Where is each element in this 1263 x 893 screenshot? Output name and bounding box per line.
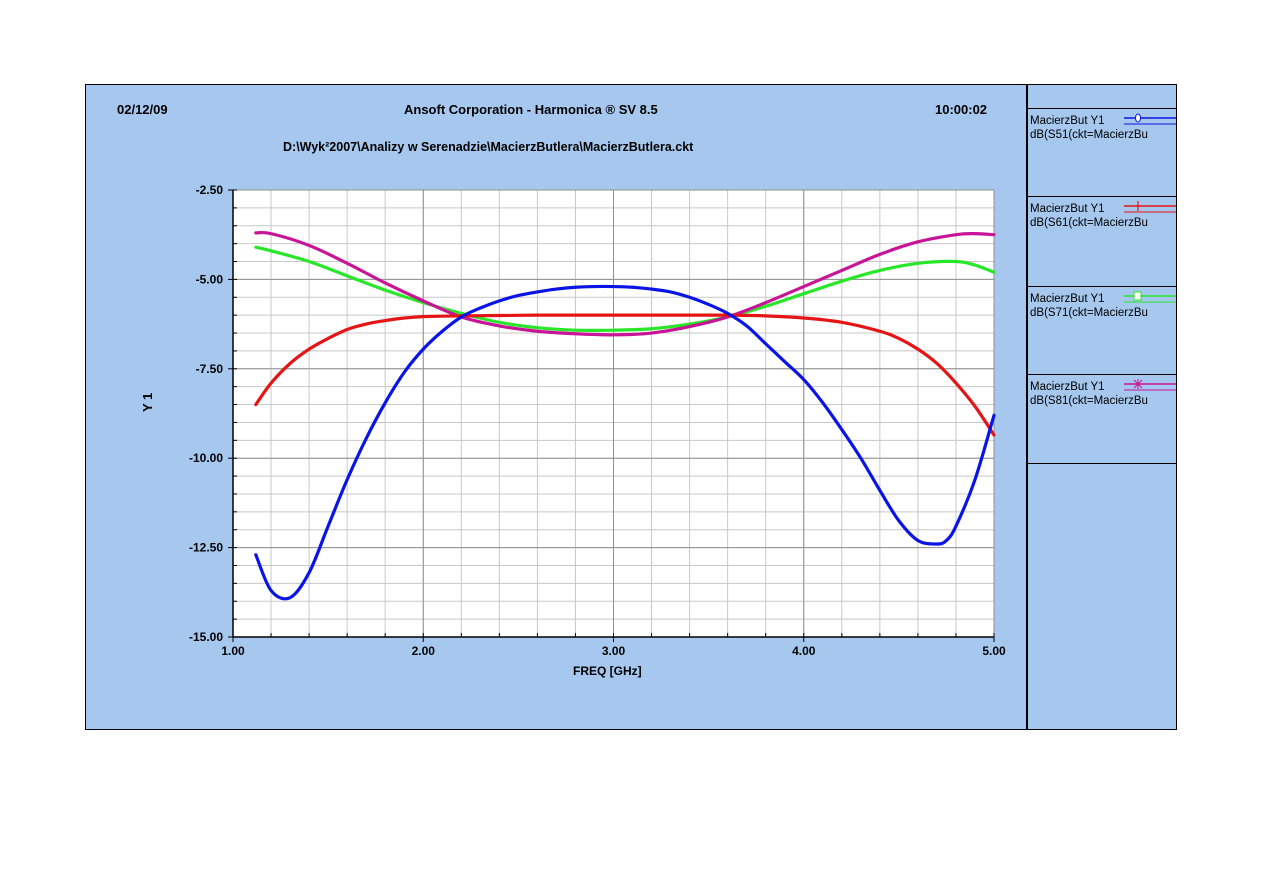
circuit-file-path: D:\Wyk²2007\Analizy w Serenadzie\Macierz… xyxy=(283,140,694,154)
plus-marker-icon xyxy=(1124,201,1176,213)
header-time: 10:00:02 xyxy=(935,102,988,117)
legend-entry-s51: MacierzBut Y1 dB(S51(ckt=MacierzBu xyxy=(1028,108,1177,196)
y-tick-label: -7.50 xyxy=(196,362,224,376)
legend-trace-name: MacierzBut Y1 xyxy=(1030,115,1105,127)
legend-trace-name: MacierzBut Y1 xyxy=(1030,381,1105,393)
y-axis-label: Y 1 xyxy=(140,392,155,412)
series-s61-line xyxy=(254,313,996,437)
legend-trace-expr: dB(S61(ckt=MacierzBu xyxy=(1030,217,1148,229)
y-tick-label: -12.50 xyxy=(189,541,223,555)
legend-trace-expr: dB(S51(ckt=MacierzBu xyxy=(1030,129,1148,141)
y-tick-label: -15.00 xyxy=(189,630,223,644)
x-axis-label: FREQ [GHz] xyxy=(573,664,642,678)
legend-divider xyxy=(1028,463,1177,464)
series-s81-line xyxy=(254,230,996,337)
asterisk-marker-icon xyxy=(1124,379,1176,391)
legend-trace-name: MacierzBut Y1 xyxy=(1030,293,1105,305)
legend-panel xyxy=(1026,84,1177,730)
series-s71-line xyxy=(254,245,996,333)
circle-marker-icon xyxy=(1124,113,1176,125)
y-tick-label: -10.00 xyxy=(189,451,223,465)
x-tick-label: 5.00 xyxy=(982,644,1006,658)
series-s51-line xyxy=(254,284,996,601)
header-title: Ansoft Corporation - Harmonica ® SV 8.5 xyxy=(404,102,658,117)
legend-trace-expr: dB(S81(ckt=MacierzBu xyxy=(1030,395,1148,407)
legend-trace-expr: dB(S71(ckt=MacierzBu xyxy=(1030,307,1148,319)
x-tick-label: 2.00 xyxy=(412,644,436,658)
square-marker-icon xyxy=(1124,291,1176,303)
x-tick-label: 1.00 xyxy=(221,644,245,658)
legend-trace-name: MacierzBut Y1 xyxy=(1030,203,1105,215)
x-tick-label: 3.00 xyxy=(602,644,626,658)
y-tick-label: -5.00 xyxy=(196,272,224,286)
x-tick-label: 4.00 xyxy=(792,644,816,658)
legend-entry-s61: MacierzBut Y1 dB(S61(ckt=MacierzBu xyxy=(1028,196,1177,284)
legend-entry-s71: MacierzBut Y1 dB(S71(ckt=MacierzBu xyxy=(1028,286,1177,374)
header-date: 02/12/09 xyxy=(117,102,168,117)
y-tick-label: -2.50 xyxy=(196,183,224,197)
legend-entry-s81: MacierzBut Y1 dB(S81(ckt=MacierzBu xyxy=(1028,374,1177,462)
